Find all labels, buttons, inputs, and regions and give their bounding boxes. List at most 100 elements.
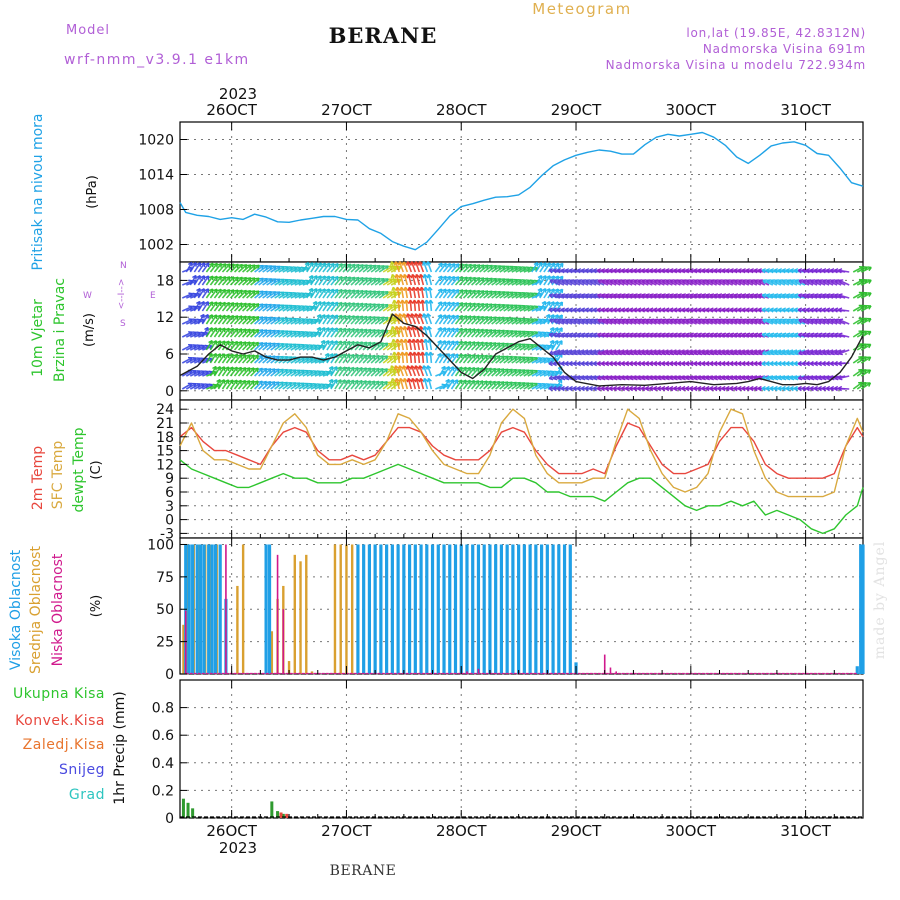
wind-arrow [378, 381, 388, 390]
wind-arrow-head [572, 294, 577, 299]
wind-arrow [475, 290, 485, 299]
wind-arrow-head [216, 340, 221, 344]
wind-arrow-head [553, 377, 558, 381]
wind-arrow [483, 264, 493, 273]
wind-arrow [194, 344, 205, 351]
wind-arrow-head [350, 302, 355, 305]
wind-arrow-head [213, 262, 218, 266]
wind-arrow [254, 277, 264, 286]
wind-arrow-head [363, 277, 368, 280]
wind-arrow-head [458, 327, 463, 331]
wind-arrow-head [470, 366, 475, 370]
wind-arrow-head [487, 354, 492, 357]
wind-arrow-head [782, 377, 787, 381]
wind-arrow [426, 365, 433, 377]
wind-arrow-head [717, 309, 722, 313]
wind-arrow-head [698, 279, 702, 285]
wind-arrow-head [713, 333, 718, 338]
wind-arrow-head [553, 353, 558, 356]
wind-arrow-head [592, 269, 597, 274]
wind-arrow-head [601, 377, 606, 381]
wind-arrow-head [693, 333, 698, 338]
wind-arrow [543, 262, 551, 273]
wind-arrow-head [324, 383, 330, 386]
wind-arrow-head [765, 387, 770, 392]
wind-arrow [294, 267, 306, 273]
wind-arrow-head [601, 279, 606, 285]
wind-arrow-head [479, 277, 485, 280]
wind-arrow-head [568, 363, 573, 367]
wind-arrow-head [580, 363, 586, 367]
wind-arrow-head [568, 269, 573, 274]
wind-arrow [322, 288, 330, 299]
wind-arrow-head [725, 309, 730, 313]
wind-arrow [286, 369, 297, 377]
wind-arrow-head [746, 279, 750, 285]
wind-arrow [306, 275, 314, 286]
wind-arrow-head [550, 275, 555, 279]
wind-arrow-head [636, 387, 642, 392]
wind-arrow-head [641, 269, 646, 274]
wind-arrow-head [701, 269, 706, 274]
wind-arrow [290, 318, 301, 325]
wind-arrow [406, 365, 413, 377]
wind-arrow-head [693, 294, 698, 299]
wind-arrow [266, 355, 276, 364]
wind-arrow [290, 305, 301, 312]
wind-arrow-head [552, 333, 557, 338]
wind-arrow [294, 382, 305, 390]
wind-arrow [237, 379, 247, 390]
wind-arrow-head [254, 367, 259, 370]
wind-arrow-head [342, 263, 347, 266]
wind-arrow-head [621, 279, 626, 285]
wind-arrow [346, 366, 355, 377]
wind-arrow-head [325, 288, 330, 292]
wind-arrow-head [549, 353, 554, 356]
wind-arrow-head [529, 279, 535, 282]
wind-arrow [426, 261, 433, 273]
wind-arrow-head [542, 262, 547, 266]
wind-arrow-head [321, 262, 326, 266]
wind-arrow [358, 277, 368, 286]
wind-arrow-head [633, 294, 637, 299]
wind-arrow-head [596, 269, 601, 274]
wind-arrow [519, 343, 530, 351]
wind-arrow-head [653, 353, 659, 356]
wind-arrow [306, 319, 318, 325]
wind-arrow-head [584, 333, 589, 338]
wind-arrow-head [805, 294, 810, 299]
wind-arrow [450, 314, 459, 325]
wind-arrow [245, 380, 255, 390]
wind-arrow-head [466, 353, 471, 357]
wind-arrow [278, 279, 289, 286]
wind-arrow [194, 370, 205, 377]
wind-arrow [346, 315, 356, 325]
wind-arrow-head [308, 305, 314, 308]
wind-arrow [527, 331, 539, 338]
wind-arrow-head [749, 294, 754, 299]
wind-arrow [539, 262, 547, 273]
wind-arrow-head [605, 377, 610, 381]
wind-arrow [479, 354, 488, 364]
wind-arrow [266, 329, 276, 338]
wind-arrow-head [661, 279, 666, 285]
wind-arrow-head [677, 319, 682, 324]
wind-arrow-head [633, 269, 637, 274]
wind-arrow-head [462, 302, 468, 305]
wind-arrow-head [697, 294, 702, 299]
wind-arrow [555, 379, 563, 390]
wind-arrow-head [730, 353, 735, 356]
wind-arrow-head [414, 365, 417, 370]
wind-arrow-head [337, 340, 342, 344]
wind-arrow-head [398, 365, 401, 370]
wind-arrow [425, 299, 429, 312]
wind-arrow-head [220, 379, 225, 383]
wind-arrow [434, 262, 443, 273]
wind-arrow-head [475, 341, 480, 344]
wind-arrow-head [229, 314, 234, 318]
wind-arrow-head [661, 387, 666, 392]
wind-arrow-head [785, 294, 790, 299]
wind-arrow [334, 263, 343, 273]
wind-arrow-head [554, 262, 559, 266]
wind-arrow [378, 368, 389, 377]
